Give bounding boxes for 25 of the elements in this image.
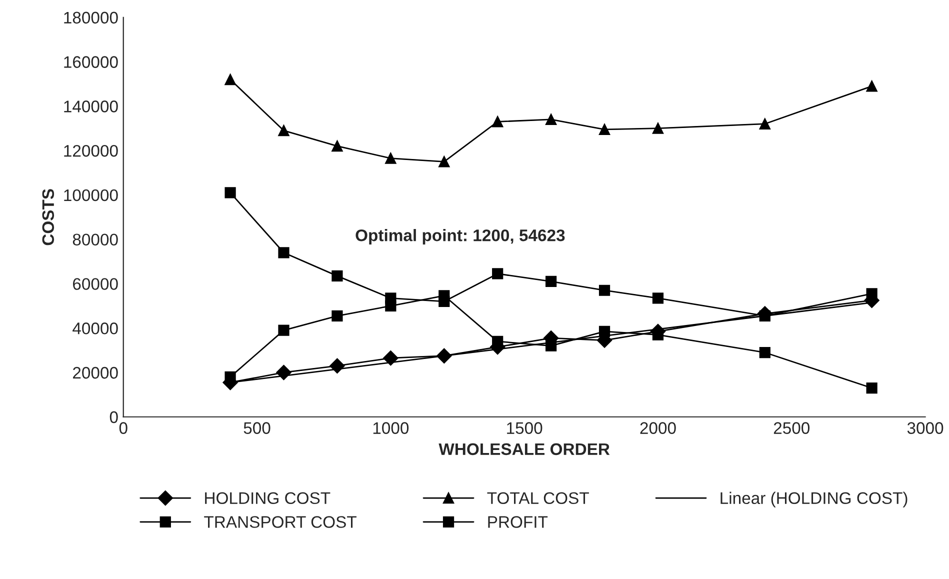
y-tick-label: 20000	[73, 366, 118, 379]
legend-label: TRANSPORT COST	[204, 516, 356, 528]
x-tick-label: 2000	[640, 422, 676, 434]
y-tick-label: 160000	[64, 56, 118, 68]
x-axis-title: WHOLESALE ORDER	[438, 443, 610, 456]
y-tick-label: 120000	[64, 144, 118, 157]
y-tick-label: 0	[110, 411, 118, 424]
y-axis-title: COSTS	[42, 189, 54, 246]
y-tick-label: 100000	[64, 189, 118, 202]
legend-label: PROFIT	[488, 516, 548, 528]
legend-label: TOTAL COST	[487, 492, 589, 504]
legend-label: Linear (HOLDING COST)	[720, 492, 908, 508]
x-tick-label: 2500	[774, 422, 810, 434]
x-tick-label: 500	[244, 422, 270, 434]
y-tick-label: 60000	[73, 278, 118, 290]
x-tick-label: 1000	[373, 422, 409, 434]
y-tick-label: 140000	[64, 100, 118, 112]
y-tick-label: 40000	[72, 322, 118, 334]
y-tick-label: 80000	[72, 234, 118, 246]
annotation: Optimal point: 1200, 54623	[356, 229, 565, 245]
y-tick-label: 180000	[64, 12, 118, 24]
legend-label: HOLDING COST	[205, 492, 330, 504]
x-tick-label: 3000	[907, 422, 944, 434]
x-tick-label: 0	[119, 422, 128, 434]
x-tick-label: 1500	[507, 422, 542, 434]
